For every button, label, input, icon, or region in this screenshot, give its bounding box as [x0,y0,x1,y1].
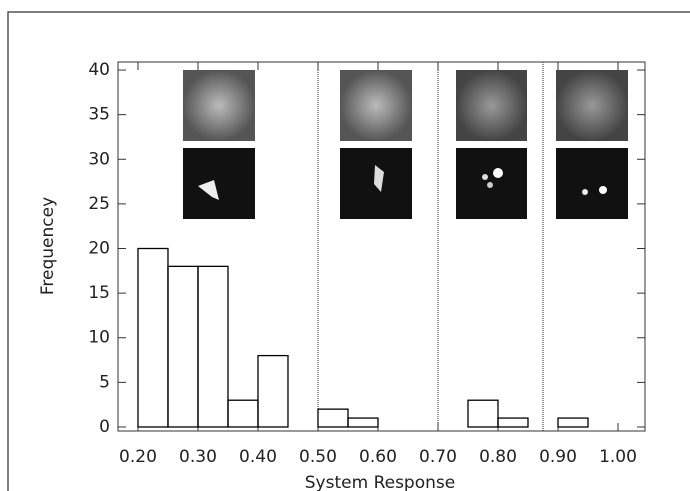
y-tick-label: 20 [88,239,110,259]
thumbnails [183,70,628,219]
x-tick-label: 0.30 [179,447,217,467]
y-tick-label: 30 [88,149,110,169]
histogram-bar [167,265,199,428]
x-tick-label: 0.60 [359,447,397,467]
histogram-bar [137,247,169,428]
x-tick-label: 0.20 [119,447,157,467]
y-tick-label: 25 [88,194,110,214]
y-axis-label: Frequencey [38,197,58,295]
histogram-bar [497,417,529,428]
histogram-bar [257,354,289,428]
x-tick-label: 1.00 [599,447,637,467]
x-axis-label: System Response [305,473,455,491]
frame [7,11,690,491]
x-tick-label: 0.80 [479,447,517,467]
y-tick-label: 35 [88,105,110,125]
x-tick-label: 0.90 [539,447,577,467]
x-tick-label: 0.70 [419,447,457,467]
plot-frame [117,61,646,432]
y-tick-label: 5 [99,372,110,392]
x-tick-label: 0.50 [299,447,337,467]
y-tick-label: 40 [88,60,110,80]
histogram-bar [347,417,379,428]
histogram-bar [467,399,499,428]
histogram-bar [317,408,349,428]
histogram-bar [557,417,589,428]
histogram-bar [227,399,259,428]
histogram-bar [197,265,229,428]
y-tick-label: 0 [99,417,110,437]
y-tick-label: 10 [88,328,110,348]
y-tick-label: 15 [88,283,110,303]
x-tick-label: 0.40 [239,447,277,467]
